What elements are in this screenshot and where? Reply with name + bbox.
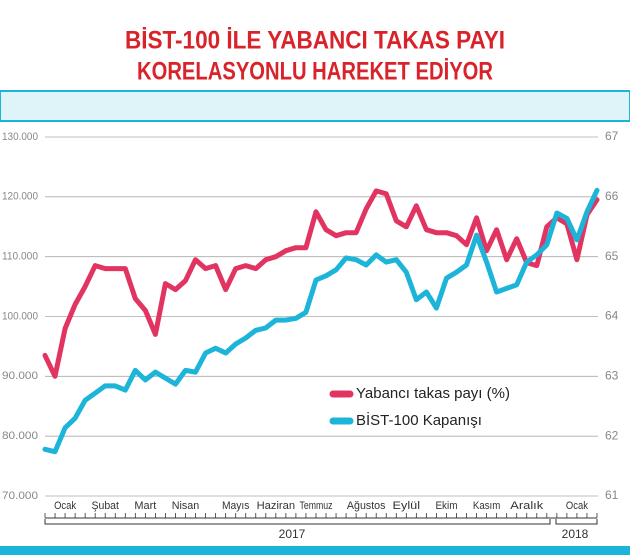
y2-tick-label: 63 — [605, 369, 619, 383]
x-tick-label: Eylül — [393, 500, 421, 512]
x-tick-label: Ağustos — [347, 500, 386, 512]
header-band — [0, 90, 630, 122]
y-tick-label: 80.000 — [2, 430, 38, 442]
y-tick-label: 100.000 — [2, 310, 38, 322]
year-label: 2018 — [562, 527, 589, 541]
y2-tick-label: 61 — [605, 488, 619, 502]
x-tick-label: Kasım — [473, 500, 501, 512]
chart-title: KORELASYONLU HAREKET EDİYOR — [137, 58, 493, 86]
x-tick-label: Haziran — [257, 500, 296, 512]
y2-tick-label: 62 — [605, 428, 619, 442]
year-bracket — [555, 519, 598, 525]
y2-tick-label: 65 — [605, 249, 619, 263]
y2-tick-label: 67 — [605, 129, 619, 143]
x-tick-label: Ocak — [54, 500, 76, 512]
year-bracket — [44, 519, 551, 525]
x-tick-label: Ekim — [435, 500, 457, 512]
y-tick-label: 70.000 — [2, 490, 38, 502]
y-tick-label: 110.000 — [2, 251, 38, 263]
x-tick-label: Aralık — [510, 500, 544, 512]
y-tick-label: 120.000 — [2, 191, 38, 203]
y2-tick-label: 64 — [605, 309, 619, 323]
legend-label: Yabancı takas payı (%) — [356, 385, 510, 402]
y2-tick-label: 66 — [605, 189, 619, 203]
x-tick-label: Şubat — [91, 500, 119, 512]
chart-title: BİST-100 İLE YABANCI TAKAS PAYI — [125, 27, 505, 55]
legend-label: BİST-100 Kapanışı — [356, 411, 482, 429]
series-line — [42, 188, 600, 379]
x-tick-label: Nisan — [172, 500, 200, 512]
x-tick-label: Temmuz — [299, 500, 332, 512]
y-tick-label: 90.000 — [2, 370, 38, 382]
y-tick-label: 130.000 — [2, 131, 38, 143]
series-line — [42, 187, 600, 455]
x-tick-label: Ocak — [566, 500, 588, 512]
year-label: 2017 — [279, 527, 306, 541]
footer-band — [0, 546, 630, 555]
x-tick-label: Mart — [134, 500, 156, 512]
x-tick-label: Mayıs — [222, 500, 250, 512]
